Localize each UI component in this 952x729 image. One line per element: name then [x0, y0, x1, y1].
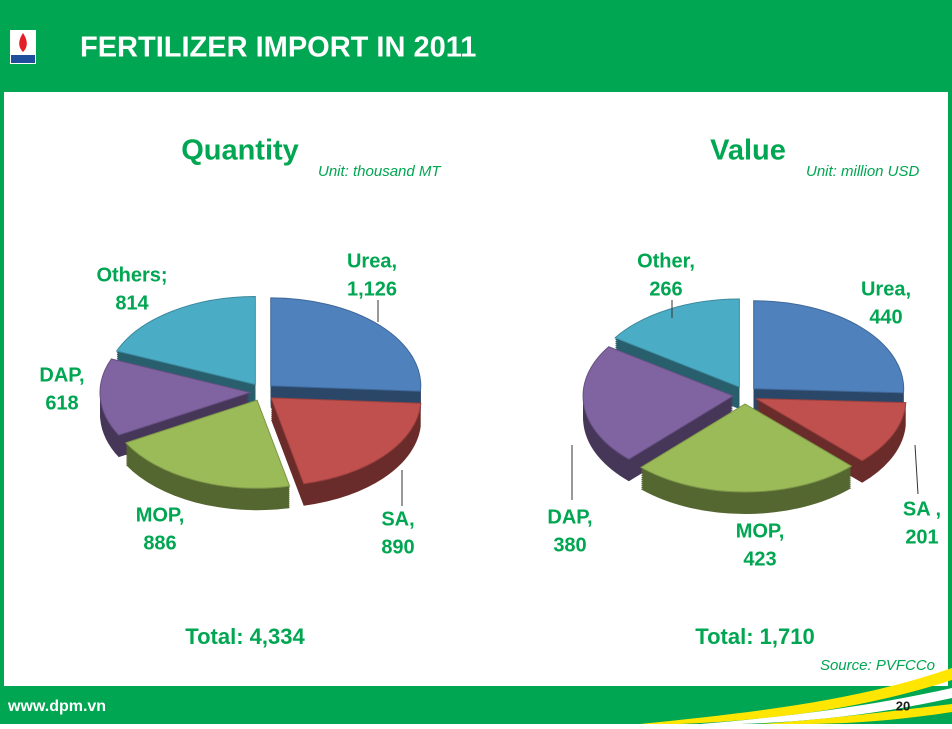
- slice-category: Urea,: [347, 250, 397, 272]
- total-label: Total: 4,334: [185, 624, 305, 649]
- slice: [124, 399, 291, 489]
- border-left: [0, 92, 4, 686]
- slice: [582, 346, 735, 460]
- stripe: [640, 668, 952, 724]
- slice-value: 201: [905, 526, 938, 548]
- slice-category: SA ,: [903, 498, 941, 520]
- total-label: Total: 1,710: [695, 624, 814, 649]
- slice-category: MOP,: [736, 520, 785, 542]
- slice-value: 890: [381, 536, 414, 558]
- slice: [270, 397, 422, 485]
- slice-category: DAP,: [39, 364, 84, 386]
- slice-value: 618: [45, 392, 78, 414]
- border-right: [948, 92, 952, 686]
- slice-value: 814: [115, 292, 149, 314]
- slice: [614, 298, 740, 388]
- unit-label: Unit: thousand MT: [318, 163, 442, 180]
- slice-value: 266: [649, 278, 682, 300]
- slice: [755, 398, 907, 462]
- source-note: Source: PVFCCo: [820, 657, 935, 674]
- slice: [115, 296, 256, 386]
- stripe: [700, 688, 952, 724]
- slice-value: 423: [743, 548, 776, 570]
- logo-flame: [19, 33, 27, 52]
- logo: [10, 30, 36, 64]
- leader-line: [914, 444, 919, 495]
- slice: [753, 300, 905, 394]
- page-number: 20: [896, 698, 910, 713]
- stripe: [760, 704, 952, 724]
- slice: [639, 403, 853, 493]
- header-bar: [0, 0, 952, 92]
- slice-value: 440: [869, 306, 902, 328]
- slice-value: 380: [553, 534, 586, 556]
- chart-title: Value: [710, 135, 786, 167]
- unit-label: Unit: million USD: [806, 163, 920, 180]
- slice-value: 1,126: [347, 278, 397, 300]
- slice-category: Urea,: [861, 278, 911, 300]
- chart-title: Quantity: [181, 135, 299, 167]
- slice-value: 886: [143, 532, 176, 554]
- slice-category: MOP,: [136, 504, 185, 526]
- slide-title: FERTILIZER IMPORT IN 2011: [80, 32, 476, 64]
- slice-category: Others;: [96, 264, 167, 286]
- slice-category: SA,: [381, 508, 414, 530]
- slice: [99, 358, 252, 436]
- footer-stripes: [640, 668, 952, 724]
- slice-category: DAP,: [547, 506, 592, 528]
- website: www.dpm.vn: [7, 698, 106, 715]
- slice-category: Other,: [637, 250, 695, 272]
- logo-band: [11, 55, 35, 63]
- slice: [270, 297, 422, 392]
